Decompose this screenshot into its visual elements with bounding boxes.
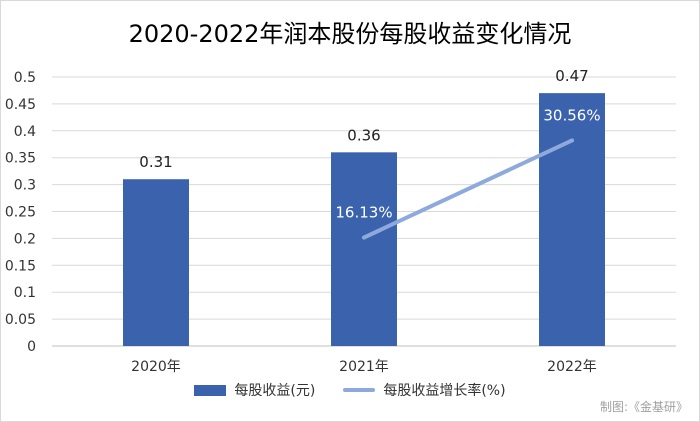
source-note: 制图:《金基研》 [599,400,688,414]
growth-line [362,138,574,240]
legend-swatch-bar [194,384,227,396]
y-tick-label: 0.35 [5,151,36,167]
bar-series: 0.31 0.36 0.47 [123,67,605,346]
bar [539,93,605,346]
y-tick-label: 0.05 [5,312,36,328]
y-tick-label: 0.3 [14,178,36,194]
y-tick-label: 0.45 [5,97,36,113]
line-data-label: 16.13% [335,204,392,222]
y-tick-label: 0.15 [5,258,36,274]
line-point [362,235,366,240]
y-tick-label: 0.25 [5,205,36,221]
legend: 每股收益(元) 每股收益增长率(%) [0,380,700,400]
legend-swatch-line [343,388,376,392]
y-tick-label: 0.2 [14,231,36,247]
bar-data-label: 0.31 [139,153,172,171]
chart-title: 2020-2022年润本股份每股收益变化情况 [128,20,572,48]
x-axis-ticks: 2020年 2021年 2022年 [131,359,597,375]
line-data-label: 30.56% [543,106,600,124]
y-axis-ticks: 0 0.05 0.1 0.15 0.2 0.25 0.3 0.35 0.4 0.45 0.5 [5,70,36,355]
bar-data-label: 0.36 [347,126,380,144]
y-tick-label: 0.4 [14,124,36,140]
legend-label-line: 每股收益增长率(%) [383,383,506,399]
bar [331,152,397,346]
legend-label-bar: 每股收益(元) [234,383,316,399]
y-tick-label: 0.5 [14,70,36,86]
x-tick-label: 2020年 [131,359,181,375]
x-tick-label: 2021年 [339,359,389,375]
legend-item-line: 每股收益增长率(%) [343,380,506,400]
line-point [570,138,574,143]
bar-data-label: 0.47 [555,67,588,85]
x-tick-label: 2022年 [547,359,597,375]
bar [123,179,189,346]
y-tick-label: 0 [27,339,36,355]
y-tick-label: 0.1 [14,285,36,301]
line-series: 16.13% 30.56% [335,106,601,240]
legend-item-bar: 每股收益(元) [194,380,315,400]
